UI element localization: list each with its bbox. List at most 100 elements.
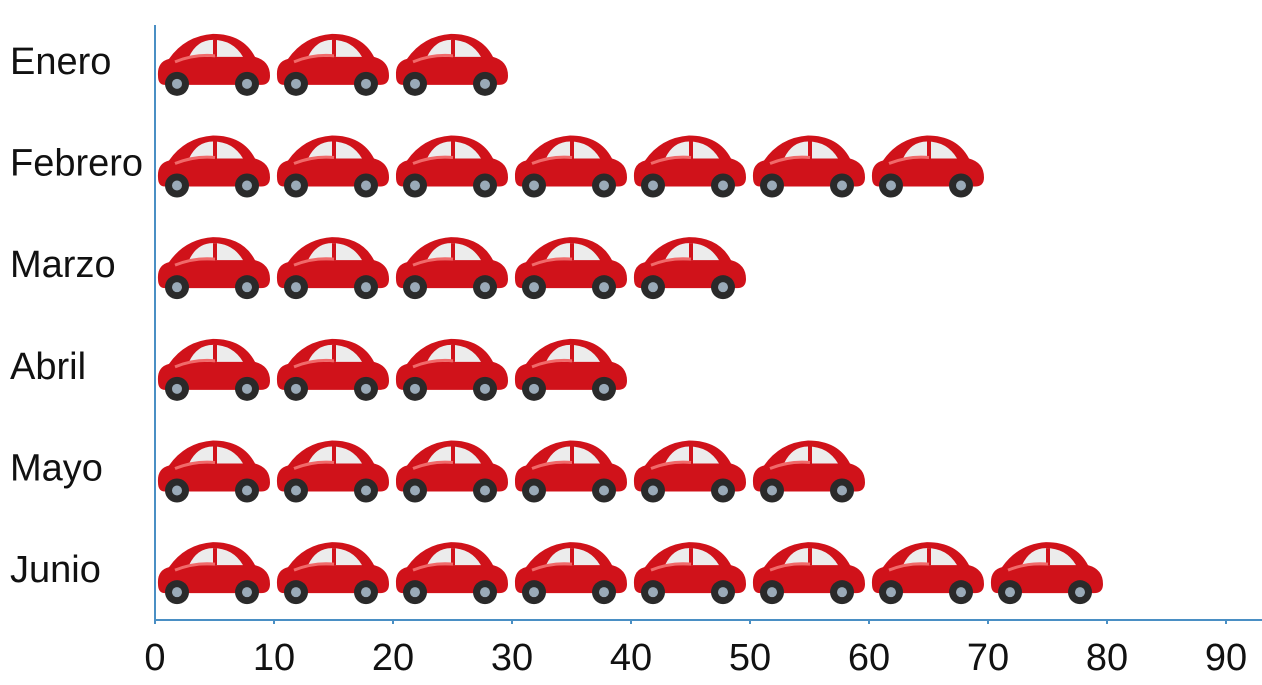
car-hub	[480, 78, 490, 89]
car-shine	[174, 155, 216, 165]
car-shine	[293, 562, 335, 572]
car-hub	[410, 587, 420, 598]
x-tick-label: 90	[1205, 637, 1247, 679]
car-hub	[599, 485, 609, 496]
car-body	[395, 33, 508, 85]
car-hub	[599, 587, 609, 598]
car-shine	[650, 460, 692, 470]
car-shine	[412, 155, 454, 165]
car-body	[395, 237, 508, 289]
car-hub	[291, 587, 301, 598]
car-hub	[718, 282, 728, 293]
car-hub	[172, 180, 182, 191]
car-hub	[648, 485, 658, 496]
x-tick-label: 40	[610, 637, 652, 679]
x-tick-label: 10	[253, 637, 295, 679]
car-shine	[412, 460, 454, 470]
car-icon	[395, 237, 508, 300]
car-body	[395, 338, 508, 390]
car-icon	[157, 237, 270, 300]
car-shine	[293, 155, 335, 165]
car-hub	[886, 180, 896, 191]
car-icon	[395, 338, 508, 401]
car-body	[395, 440, 508, 492]
car-hub	[172, 78, 182, 89]
car-body	[633, 237, 746, 289]
car-shine	[769, 460, 811, 470]
car-body	[752, 542, 865, 594]
car-body	[990, 542, 1103, 594]
car-icon	[752, 542, 865, 605]
x-tick-label: 20	[372, 637, 414, 679]
car-hub	[361, 485, 371, 496]
car-icon	[871, 542, 984, 605]
car-hub	[172, 485, 182, 496]
car-hub	[599, 383, 609, 394]
pictograph-bar	[157, 33, 508, 96]
car-hub	[242, 587, 252, 598]
car-hub	[291, 78, 301, 89]
car-hub	[956, 587, 966, 598]
car-hub	[529, 587, 539, 598]
y-tick-label: Febrero	[10, 143, 143, 185]
y-tick-label: Marzo	[10, 244, 116, 286]
car-body	[752, 440, 865, 492]
y-tick-label: Junio	[10, 549, 101, 591]
car-shine	[1007, 562, 1049, 572]
car-shine	[531, 155, 573, 165]
car-hub	[648, 587, 658, 598]
car-hub	[886, 587, 896, 598]
car-body	[514, 338, 627, 390]
car-body	[276, 135, 389, 187]
y-tick-label: Enero	[10, 41, 111, 83]
car-hub	[361, 282, 371, 293]
car-icon	[871, 135, 984, 198]
car-icon	[752, 440, 865, 503]
car-icon	[157, 33, 270, 96]
car-shine	[650, 562, 692, 572]
car-icon	[395, 33, 508, 96]
car-shine	[531, 562, 573, 572]
car-hub	[480, 282, 490, 293]
pictograph-bar	[157, 135, 984, 198]
car-hub	[242, 282, 252, 293]
car-hub	[410, 383, 420, 394]
car-icon	[514, 135, 627, 198]
car-icon	[514, 237, 627, 300]
car-hub	[361, 180, 371, 191]
car-hub	[361, 587, 371, 598]
car-hub	[718, 587, 728, 598]
car-shine	[174, 53, 216, 64]
car-hub	[242, 180, 252, 191]
car-hub	[1005, 587, 1015, 598]
car-hub	[529, 180, 539, 191]
car-icon	[276, 237, 389, 300]
car-shine	[412, 562, 454, 572]
car-hub	[410, 282, 420, 293]
car-shine	[650, 155, 692, 165]
car-hub	[410, 485, 420, 496]
x-tick-label: 60	[848, 637, 890, 679]
x-tick-label: 0	[144, 637, 165, 679]
car-shine	[412, 358, 454, 369]
car-body	[157, 338, 270, 390]
car-body	[276, 33, 389, 85]
car-icon	[157, 542, 270, 605]
car-body	[633, 542, 746, 594]
car-hub	[410, 180, 420, 191]
pictograph-bar	[157, 338, 627, 401]
car-body	[514, 542, 627, 594]
car-shine	[293, 53, 335, 64]
car-body	[633, 440, 746, 492]
x-tick-label: 30	[491, 637, 533, 679]
car-icon	[633, 237, 746, 300]
pictograph-bar	[157, 542, 1103, 605]
car-shine	[531, 358, 573, 369]
car-icon	[276, 135, 389, 198]
x-tick-label: 80	[1086, 637, 1128, 679]
car-body	[276, 542, 389, 594]
car-body	[157, 33, 270, 85]
car-icon	[752, 135, 865, 198]
car-hub	[837, 485, 847, 496]
